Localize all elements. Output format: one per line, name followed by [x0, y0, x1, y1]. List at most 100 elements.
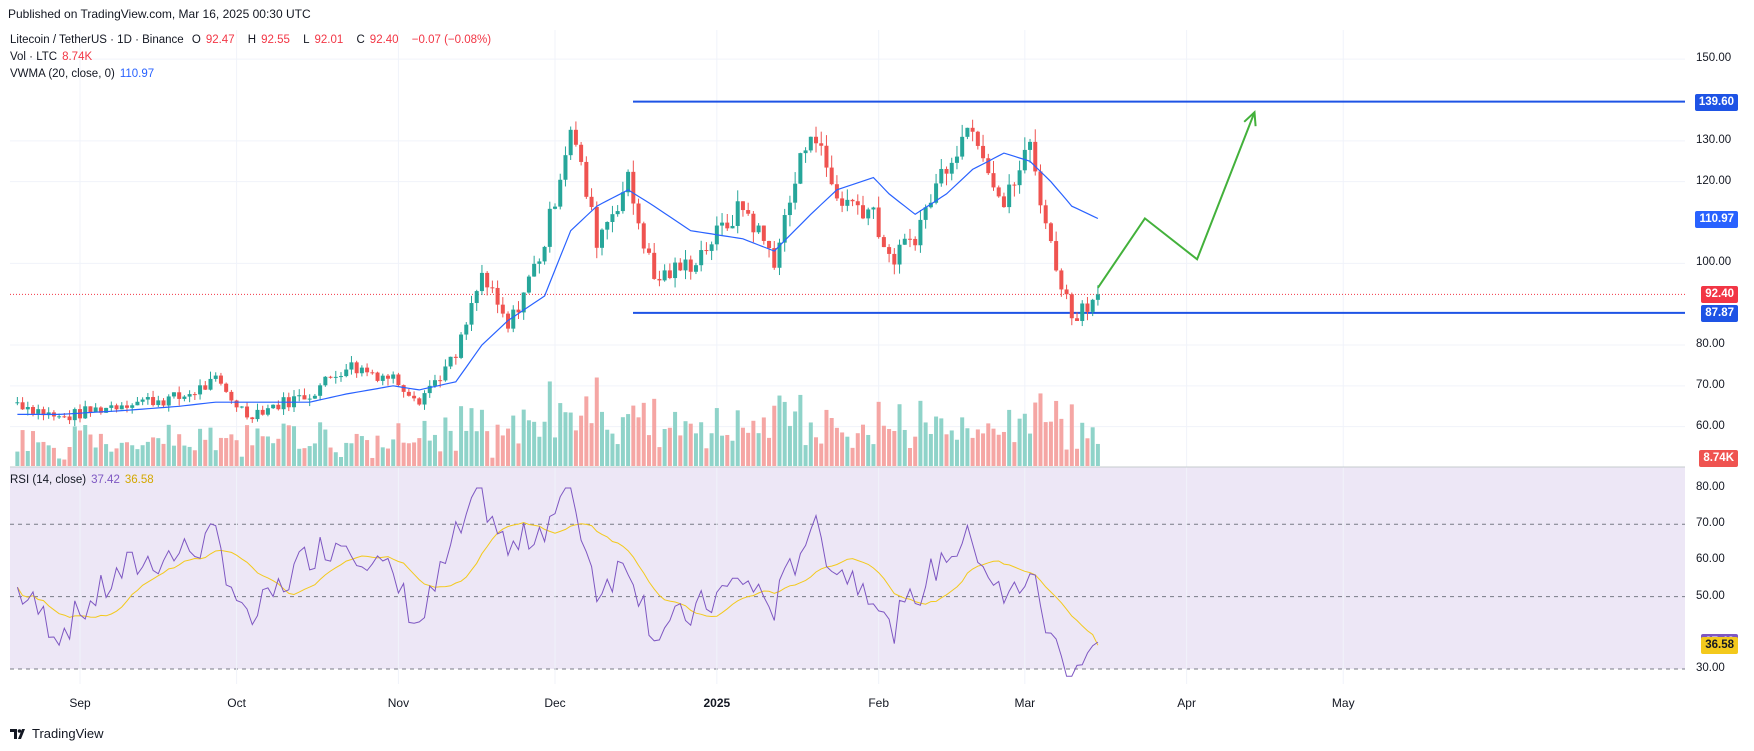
volume-bar [662, 429, 667, 466]
volume-bar [960, 417, 965, 466]
volume-bar [965, 428, 970, 466]
volume-bar [177, 434, 182, 466]
volume-bar [511, 415, 516, 466]
volume-bar [380, 447, 385, 466]
volume-bar [292, 426, 297, 466]
candle-body [568, 129, 573, 156]
candle-body [824, 145, 829, 168]
rsi-panel [16, 487, 1099, 677]
volume-bar [1028, 433, 1033, 466]
volume-bar [1038, 393, 1043, 466]
volume-bar [271, 443, 276, 466]
volume-bar [756, 433, 761, 466]
candle-body [511, 309, 516, 329]
candle-body [803, 150, 808, 154]
candle-body [333, 376, 338, 378]
volume-bar [579, 415, 584, 466]
volume-bar [542, 421, 547, 466]
candle-body [840, 198, 845, 206]
candle-body [46, 412, 51, 416]
candle-body [485, 272, 490, 288]
volume-bar [229, 434, 234, 466]
volume-bar [840, 432, 845, 466]
volume-bar [474, 431, 479, 466]
candle-body [265, 408, 270, 415]
time-tick-label: Feb [868, 696, 889, 710]
candle-body [156, 400, 161, 406]
candle-body [271, 404, 276, 409]
volume-bar [114, 448, 119, 466]
candle-body [965, 127, 970, 137]
volume-bar [67, 447, 72, 466]
candle-body [365, 367, 370, 373]
last-price-tag: 92.40 [1701, 286, 1738, 304]
volume-label[interactable]: Vol · LTC [10, 51, 58, 63]
candle-body [646, 248, 651, 253]
volume-bar [876, 401, 881, 466]
volume-bar [646, 435, 651, 466]
brand-label: TradingView [32, 726, 104, 741]
candle-body [297, 395, 302, 397]
candle-body [1085, 303, 1090, 312]
candle-body [1043, 205, 1048, 224]
volume-bar [521, 409, 526, 466]
candle-body [881, 237, 886, 248]
candle-body [427, 385, 432, 394]
candle-body [626, 171, 631, 193]
candle-body [876, 207, 881, 238]
candle-body [370, 372, 375, 374]
volume-bar [213, 450, 218, 466]
candle-body [521, 292, 526, 313]
vwma-label[interactable]: VWMA (20, close, 0) [10, 68, 115, 80]
candle-body [777, 242, 782, 268]
candle-body [57, 416, 62, 418]
volume-bar [62, 459, 67, 466]
candle-body [406, 391, 411, 396]
symbol-title[interactable]: Litecoin / TetherUS · 1D · Binance [10, 34, 184, 46]
candle-body [798, 153, 803, 184]
candle-body [229, 391, 234, 401]
time-tick-label: Nov [387, 696, 410, 710]
rsi-tick-label: 70.00 [1696, 517, 1725, 530]
low-label: L [303, 34, 310, 46]
candle-body [756, 225, 761, 233]
candle-body [67, 416, 72, 421]
volume-bar [787, 425, 792, 466]
candle-body [673, 262, 678, 279]
candle-body [1012, 184, 1017, 186]
volume-bar [808, 422, 813, 466]
candle-body [385, 375, 390, 379]
candle-body [667, 270, 672, 279]
volume-bar [793, 411, 798, 466]
volume-bar [485, 431, 490, 466]
volume-bar [31, 431, 36, 466]
candle-body [1075, 318, 1080, 321]
volume-bar [620, 417, 625, 466]
volume-bar [333, 452, 338, 466]
volume-bar [349, 443, 354, 466]
volume-bar [568, 412, 573, 466]
rsi-label[interactable]: RSI (14, close) [10, 474, 87, 486]
rsi-legend: RSI (14, close) 37.42 36.58 [10, 474, 159, 486]
volume-bar [537, 436, 542, 466]
candle-body [960, 136, 965, 157]
volume-bar [772, 405, 777, 466]
volume-bar [975, 429, 980, 466]
candle-body [866, 209, 871, 219]
volume-bar [918, 400, 923, 466]
time-tick-label: Apr [1177, 696, 1196, 710]
tradingview-brand[interactable]: TradingView [10, 726, 104, 741]
candle-body [605, 221, 610, 230]
candle-body [735, 201, 740, 226]
time-tick-label: Dec [544, 696, 566, 710]
candle-body [542, 246, 547, 262]
volume-bar [1043, 422, 1048, 466]
candle-body [323, 376, 328, 386]
candle-body [631, 171, 636, 204]
volume-bar [798, 394, 803, 466]
candle-body [302, 395, 307, 400]
candle-body [730, 225, 735, 229]
volume-bar [187, 446, 192, 466]
candle-body [1080, 303, 1085, 321]
